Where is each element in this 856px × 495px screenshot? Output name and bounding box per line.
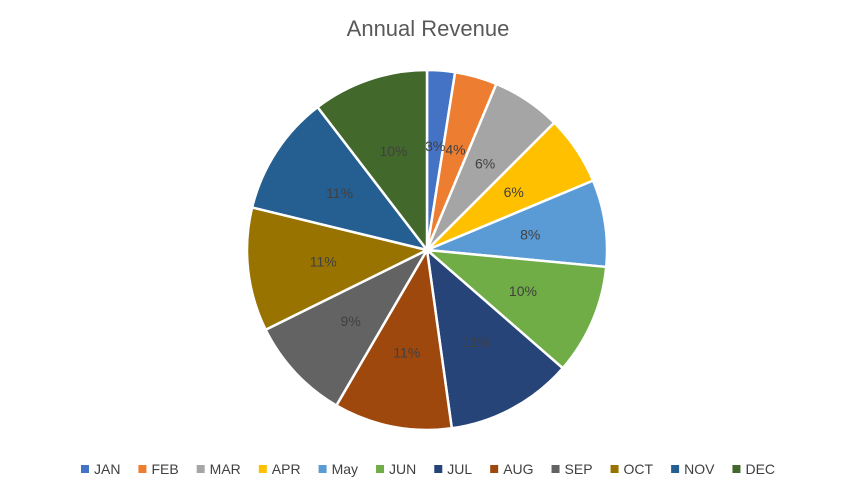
legend-label-dec: DEC bbox=[745, 461, 775, 477]
chart-title: Annual Revenue bbox=[347, 16, 510, 41]
data-label-may: 8% bbox=[520, 226, 540, 242]
data-label-sep: 9% bbox=[341, 313, 361, 329]
legend-item-jun: JUN bbox=[376, 461, 416, 477]
legend-label-aug: AUG bbox=[503, 461, 533, 477]
legend-item-sep: SEP bbox=[551, 461, 593, 477]
pie-slice-jun bbox=[425, 248, 608, 370]
pie-slice-nov bbox=[250, 105, 429, 252]
legend-item-jul: JUL bbox=[434, 461, 472, 477]
pie-slice-sep bbox=[264, 248, 429, 407]
pie-slice-oct bbox=[245, 206, 429, 331]
legend-swatch-dec bbox=[732, 465, 741, 473]
legend-swatch-may bbox=[318, 465, 327, 473]
legend-item-feb: FEB bbox=[138, 461, 179, 477]
legend-label-feb: FEB bbox=[151, 461, 178, 477]
pie-slice-aug bbox=[335, 248, 454, 432]
legend-item-apr: APR bbox=[258, 461, 301, 477]
pie-slice-jul bbox=[425, 248, 565, 430]
legend-swatch-sep bbox=[551, 465, 560, 473]
legend-swatch-jul bbox=[434, 465, 443, 473]
legend-label-jul: JUL bbox=[447, 461, 472, 477]
data-label-jun: 10% bbox=[509, 283, 537, 299]
legend-label-nov: NOV bbox=[684, 461, 715, 477]
legend-swatch-nov bbox=[671, 465, 680, 473]
legend-label-oct: OCT bbox=[624, 461, 654, 477]
data-label-mar: 6% bbox=[475, 155, 495, 171]
data-label-jan: 3% bbox=[425, 138, 445, 154]
legend-item-mar: MAR bbox=[196, 461, 241, 477]
data-label-jul: 11% bbox=[463, 334, 490, 350]
data-label-oct: 11% bbox=[310, 253, 337, 269]
slice-labels: 3% 4% 6% 6% 8% 10% 11% 11% 9% 11% 11% 10% bbox=[310, 138, 541, 361]
legend-item-jan: JAN bbox=[80, 461, 120, 477]
data-label-nov: 11% bbox=[326, 185, 353, 201]
legend-swatch-apr bbox=[258, 465, 267, 473]
pie-slice-dec bbox=[316, 68, 429, 252]
legend-label-mar: MAR bbox=[210, 461, 241, 477]
data-label-aug: 11% bbox=[393, 344, 420, 360]
legend-item-may: May bbox=[318, 461, 358, 477]
legend-label-may: May bbox=[332, 461, 358, 477]
legend-label-jan: JAN bbox=[94, 461, 120, 477]
data-label-apr: 6% bbox=[504, 184, 524, 200]
data-label-dec: 10% bbox=[379, 143, 407, 159]
pie-slices bbox=[245, 68, 609, 432]
legend-item-aug: AUG bbox=[490, 461, 534, 477]
legend-swatch-feb bbox=[138, 465, 147, 473]
legend-swatch-jan bbox=[80, 465, 89, 473]
legend-item-nov: NOV bbox=[671, 461, 715, 477]
legend-item-oct: OCT bbox=[610, 461, 654, 477]
data-label-feb: 4% bbox=[445, 142, 465, 158]
legend-label-jun: JUN bbox=[389, 461, 416, 477]
legend-swatch-mar bbox=[196, 465, 205, 473]
legend-label-sep: SEP bbox=[565, 461, 593, 477]
legend-swatch-aug bbox=[490, 465, 499, 473]
legend-swatch-oct bbox=[610, 465, 619, 473]
legend-swatch-jun bbox=[376, 465, 385, 473]
legend: JAN FEB MAR APR May JUN JUL AUG SEP OCT NOV DEC bbox=[80, 461, 775, 477]
legend-item-dec: DEC bbox=[732, 461, 775, 477]
legend-label-apr: APR bbox=[272, 461, 301, 477]
